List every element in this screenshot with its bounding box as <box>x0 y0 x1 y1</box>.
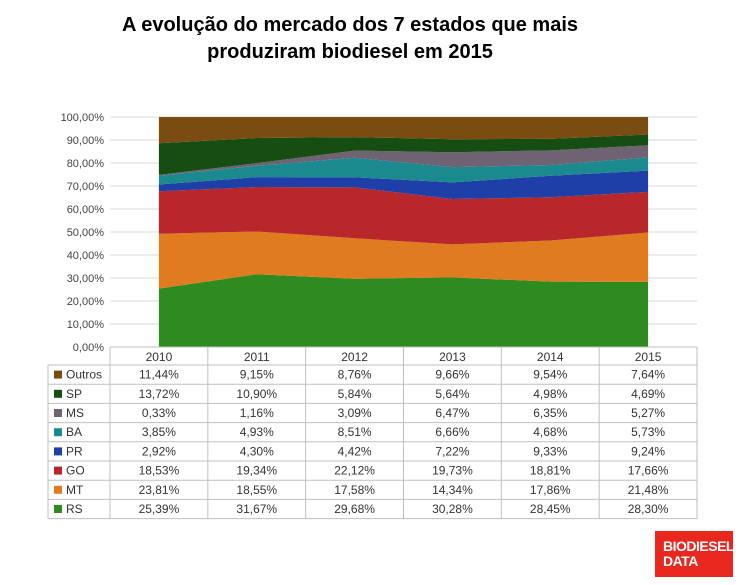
area-sp <box>158 134 649 175</box>
data-label-ba: 5,73% <box>631 425 665 439</box>
data-label-mt: 18,55% <box>236 483 277 497</box>
data-label-outros: 11,44% <box>139 368 179 382</box>
area-ms <box>158 145 649 176</box>
data-label-ms: 6,35% <box>533 406 567 420</box>
data-label-pr: 4,30% <box>240 444 274 458</box>
data-label-pr: 9,24% <box>631 444 665 458</box>
data-label-ba: 3,85% <box>142 425 176 439</box>
data-label-ba: 4,93% <box>240 425 274 439</box>
chart-title-line-2: produziram biodiesel em 2015 <box>207 41 493 63</box>
legend-swatch-rs <box>54 505 62 513</box>
area-mt <box>158 231 649 289</box>
data-label-go: 18,53% <box>139 464 180 478</box>
legend-label-ba: BA <box>66 425 82 439</box>
y-tick-label: 60,00% <box>67 204 105 216</box>
data-label-ba: 6,66% <box>435 425 469 439</box>
data-label-mt: 14,34% <box>432 483 473 497</box>
y-axis-ticks: 0,00% 10,00% 20,00% 30,00% 40,00% 50,00% 60,00… <box>61 112 105 354</box>
data-label-pr: 7,22% <box>435 444 469 458</box>
biodiesel-data-logo: BIODIESEL DATA <box>655 531 734 577</box>
data-label-pr: 2,92% <box>142 444 176 458</box>
legend-swatch-sp <box>54 389 62 398</box>
legend-label-rs: RS <box>66 502 83 516</box>
data-label-go: 17,66% <box>628 464 669 478</box>
area-outros <box>158 117 649 144</box>
logo-line-2: DATA <box>663 553 698 569</box>
y-tick-label: 100,00% <box>61 112 105 124</box>
chart-title: A evolução do mercado dos 7 estados que … <box>70 12 630 66</box>
logo-line-1: BIODIESEL <box>663 538 734 554</box>
data-label-sp: 5,84% <box>338 387 372 401</box>
data-label-sp: 5,64% <box>435 387 469 401</box>
data-label-outros: 7,64% <box>631 368 665 382</box>
data-label-sp: 4,98% <box>533 387 567 401</box>
y-tick-label: 0,00% <box>73 342 104 354</box>
area-ba <box>158 157 649 185</box>
y-tick-label: 50,00% <box>67 227 105 239</box>
data-label-rs: 29,68% <box>334 502 375 516</box>
y-tick-label: 90,00% <box>67 135 105 147</box>
chart-title-line-1: A evolução do mercado dos 7 estados que … <box>121 14 579 36</box>
data-table: 2010 2011 2012 2013 2014 2015 Outros 11,44% 9,15… <box>47 346 698 520</box>
legend-swatch-ms <box>54 409 62 417</box>
category-label: 2014 <box>537 350 564 364</box>
legend-swatch-ba <box>54 428 62 437</box>
data-label-outros: 9,15% <box>240 368 274 382</box>
category-label: 2010 <box>146 350 173 364</box>
data-label-ba: 8,51% <box>338 425 372 439</box>
category-label: 2011 <box>244 350 270 364</box>
data-label-go: 22,12% <box>334 464 375 478</box>
data-label-go: 18,81% <box>530 464 571 478</box>
y-tick-label: 70,00% <box>67 181 105 193</box>
data-label-sp: 10,90% <box>236 387 277 401</box>
data-label-ms: 0,33% <box>142 406 176 420</box>
data-label-ms: 3,09% <box>338 406 372 420</box>
data-label-ms: 5,27% <box>631 406 665 420</box>
data-label-ms: 1,16% <box>240 406 274 420</box>
legend-swatch-outros <box>54 370 62 379</box>
data-label-pr: 9,33% <box>533 444 567 458</box>
data-label-rs: 30,28% <box>432 502 473 516</box>
data-label-mt: 17,58% <box>334 483 375 497</box>
area-pr <box>158 170 649 199</box>
legend-label-outros: Outros <box>66 368 102 382</box>
data-label-ms: 6,47% <box>435 406 469 420</box>
data-label-go: 19,73% <box>432 464 473 478</box>
legend-label-mt: MT <box>66 483 84 497</box>
data-label-ba: 4,68% <box>533 425 567 439</box>
legend-swatch-pr <box>54 447 62 456</box>
data-label-mt: 21,48% <box>628 483 669 497</box>
data-label-outros: 9,66% <box>435 368 469 382</box>
y-tick-label: 20,00% <box>67 296 105 308</box>
area-rs <box>158 274 649 347</box>
y-tick-label: 10,00% <box>67 319 105 331</box>
data-label-mt: 23,81% <box>139 483 180 497</box>
legend-label-pr: PR <box>66 444 83 458</box>
data-label-rs: 31,67% <box>236 502 277 516</box>
area-go <box>158 187 649 245</box>
legend-swatch-go <box>54 466 62 475</box>
data-label-outros: 9,54% <box>533 368 567 382</box>
data-label-rs: 28,30% <box>628 502 669 516</box>
data-label-sp: 4,69% <box>631 387 665 401</box>
area-series <box>158 117 649 347</box>
category-label: 2013 <box>439 350 466 364</box>
y-tick-label: 40,00% <box>67 250 105 262</box>
data-label-mt: 17,86% <box>530 483 571 497</box>
legend-swatch-mt <box>54 485 62 494</box>
data-label-rs: 28,45% <box>530 502 571 516</box>
legend-label-go: GO <box>66 464 85 478</box>
category-label: 2012 <box>341 350 368 364</box>
data-label-pr: 4,42% <box>338 444 372 458</box>
y-tick-label: 80,00% <box>67 158 105 170</box>
data-label-rs: 25,39% <box>139 502 180 516</box>
data-label-outros: 8,76% <box>338 368 372 382</box>
data-label-go: 19,34% <box>236 464 277 478</box>
category-label: 2015 <box>635 350 662 364</box>
data-label-sp: 13,72% <box>139 387 180 401</box>
y-tick-label: 30,00% <box>67 273 105 285</box>
legend-label-ms: MS <box>66 406 84 420</box>
legend-label-sp: SP <box>66 387 82 401</box>
